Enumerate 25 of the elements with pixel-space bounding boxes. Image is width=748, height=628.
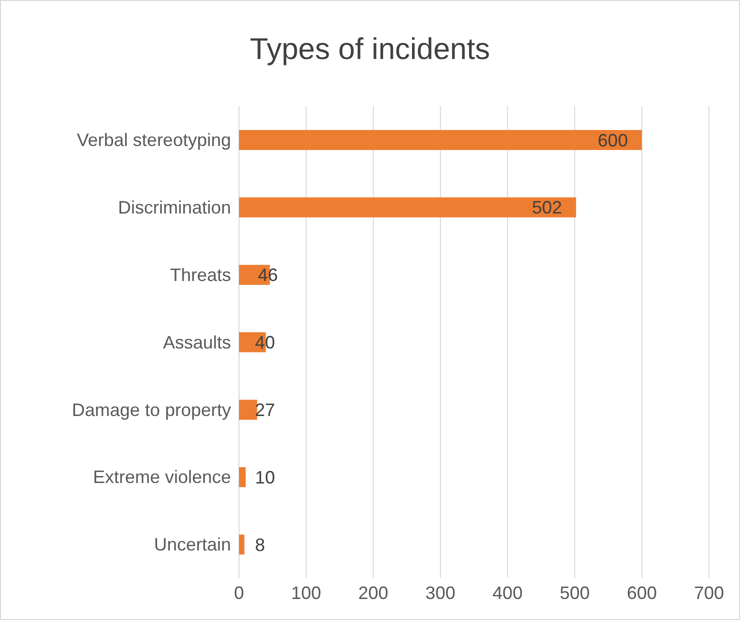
chart-title: Types of incidents [248,33,492,67]
y-tick-label: Discrimination [118,198,231,218]
bar [239,534,244,555]
data-label: 8 [255,534,266,555]
x-tick-label: 500 [560,582,590,603]
data-label: 10 [255,467,276,488]
y-tick-label: Threats [170,264,231,285]
y-tick-label: Uncertain [154,534,231,555]
data-label: 502 [532,198,562,218]
data-label: 600 [598,130,628,150]
bar [239,400,258,420]
x-tick-label: 300 [425,582,456,603]
bar [239,467,246,488]
bar [239,197,576,218]
x-tick-label: 0 [234,582,244,603]
y-tick-label: Extreme violence [92,467,231,488]
y-tick-label: Assaults [162,332,231,352]
x-tick-label: 100 [291,582,322,603]
x-tick-label: 700 [694,582,724,603]
x-tick-label: 400 [492,582,523,603]
bar [239,130,642,150]
x-tick-label: 600 [626,582,657,603]
x-tick-label: 200 [358,582,388,603]
y-tick-label: Damage to property [72,400,231,420]
y-tick-label: Verbal stereotyping [76,130,231,150]
